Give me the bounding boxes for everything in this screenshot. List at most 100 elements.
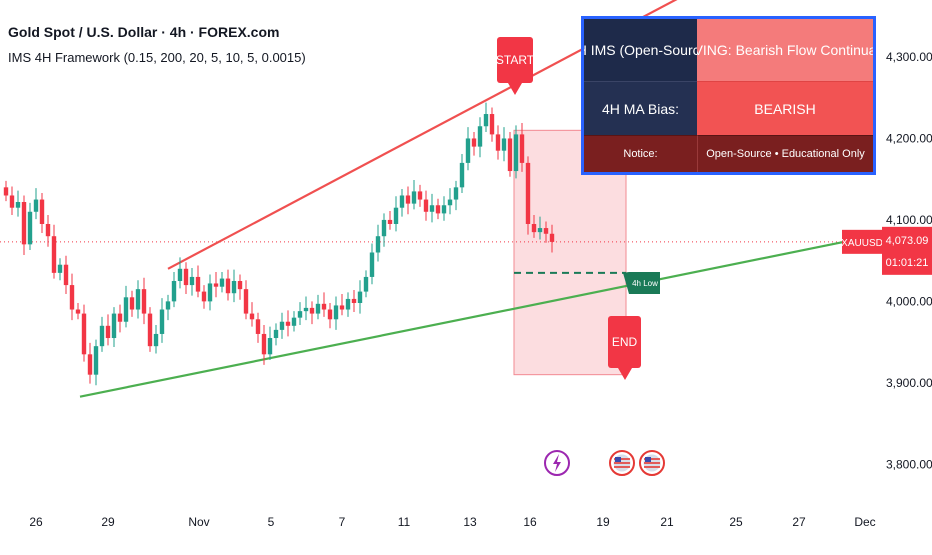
end-marker-pointer [618, 368, 632, 380]
candle-body [483, 114, 489, 127]
candle-body [177, 268, 183, 282]
candle-body [153, 333, 159, 347]
candle-body [435, 205, 441, 214]
x-axis-tick-label: 26 [29, 515, 43, 529]
candle-body [45, 223, 51, 237]
info-table: 4H IMS (Open-Source) MOVING: Bearish Flo… [581, 16, 876, 175]
us-flag-stripe [644, 458, 660, 460]
candle-body [51, 236, 57, 273]
end-marker-body [608, 316, 641, 368]
us-flag-canton [615, 457, 621, 462]
candle-body [285, 321, 291, 326]
x-axis-tick-label: 29 [101, 515, 115, 529]
candle-body [549, 233, 555, 242]
candle-body [339, 305, 345, 310]
candle-body [363, 276, 369, 292]
candle-body [387, 219, 393, 224]
lightning-event-icon[interactable] [544, 450, 570, 476]
candle-body [291, 317, 297, 326]
candle-body [495, 134, 501, 151]
end-marker[interactable]: END [608, 316, 641, 380]
x-axis-tick-label: Nov [188, 515, 209, 529]
us-flag-stripe [614, 462, 630, 464]
start-marker[interactable]: START [496, 37, 535, 95]
candle-body [159, 309, 165, 334]
y-axis-tick-label: 4,000.00 [886, 294, 932, 308]
candle-body [411, 191, 417, 204]
x-axis-tick-label: 27 [792, 515, 806, 529]
y-axis-tick-label: 4,200.00 [886, 131, 932, 145]
candle-body [237, 281, 243, 290]
symbol-badge[interactable] [842, 229, 882, 254]
candle-body [405, 195, 411, 204]
lightning-icon [553, 454, 561, 472]
candle-body [357, 291, 363, 303]
x-axis-tick-label: 19 [596, 515, 610, 529]
candle-body [441, 205, 447, 214]
x-axis-tick-label: 25 [729, 515, 743, 529]
us-flag-stripe [644, 466, 660, 468]
candle-body [369, 252, 375, 277]
us-flag-icon[interactable] [639, 450, 665, 476]
candle-body [81, 313, 87, 355]
candle-body [417, 191, 423, 200]
end-label: END [612, 335, 638, 349]
candle-body [135, 289, 141, 310]
indicator-legend[interactable]: IMS 4H Framework (0.15, 200, 20, 5, 10, … [8, 50, 306, 65]
candle-body [27, 211, 33, 245]
candle-body [105, 325, 111, 339]
candle-body [57, 264, 63, 273]
x-axis-tick-label: 16 [523, 515, 537, 529]
candle-body [531, 223, 537, 233]
candle-body [147, 313, 153, 347]
y-axis-tick-label: 3,900.00 [886, 376, 932, 390]
chart-title: Gold Spot / U.S. Dollar · 4h · FOREX.com [8, 24, 280, 40]
candle-body [69, 285, 75, 310]
us-flag-icon[interactable] [609, 450, 635, 476]
candle-body [33, 199, 39, 212]
candle-body [63, 264, 69, 286]
candle-body [99, 325, 105, 347]
candle-body [195, 276, 201, 292]
candle-body [393, 207, 399, 224]
candle-body [171, 281, 177, 302]
countdown-label: 01:01:21 [886, 257, 929, 269]
low-marker[interactable]: 4h Low [623, 272, 660, 294]
ims-status: MOVING: Bearish Flow Continuation [697, 19, 873, 81]
candle-body [303, 307, 309, 312]
support-trendline[interactable] [79, 233, 881, 398]
candle-body [309, 307, 315, 314]
candle-body [297, 311, 303, 318]
candle-body [267, 338, 273, 355]
x-axis-tick-label: 13 [463, 515, 477, 529]
candle-body [231, 281, 237, 294]
candle-body [249, 313, 255, 320]
x-axis-tick-label: 7 [339, 515, 346, 529]
candle-body [525, 162, 531, 224]
last-price-badge[interactable] [882, 226, 932, 275]
candle-body [141, 289, 147, 314]
us-flag-stripe [614, 458, 630, 460]
candle-body [399, 195, 405, 208]
candle-body [93, 346, 99, 375]
candle-body [273, 329, 279, 339]
candle-body [513, 134, 519, 172]
candle-body [3, 187, 9, 196]
candle-body [9, 195, 15, 208]
candle-body [489, 114, 495, 135]
candle-body [447, 199, 453, 206]
candle-body [75, 309, 81, 314]
candle-body [453, 187, 459, 200]
x-axis-tick-label: Dec [854, 515, 875, 529]
candle-body [465, 138, 471, 163]
candle-body [351, 298, 357, 303]
x-axis-tick-label: 11 [398, 515, 411, 529]
y-axis-tick-label: 4,300.00 [886, 50, 932, 64]
candle-body [87, 354, 93, 375]
candle-body [429, 205, 435, 212]
candle-body [189, 276, 195, 286]
last-price-label: 4,073.09 [886, 235, 929, 247]
us-flag-stripe [614, 466, 630, 468]
candle-body [459, 162, 465, 188]
x-axis-tick-label: 21 [660, 515, 674, 529]
